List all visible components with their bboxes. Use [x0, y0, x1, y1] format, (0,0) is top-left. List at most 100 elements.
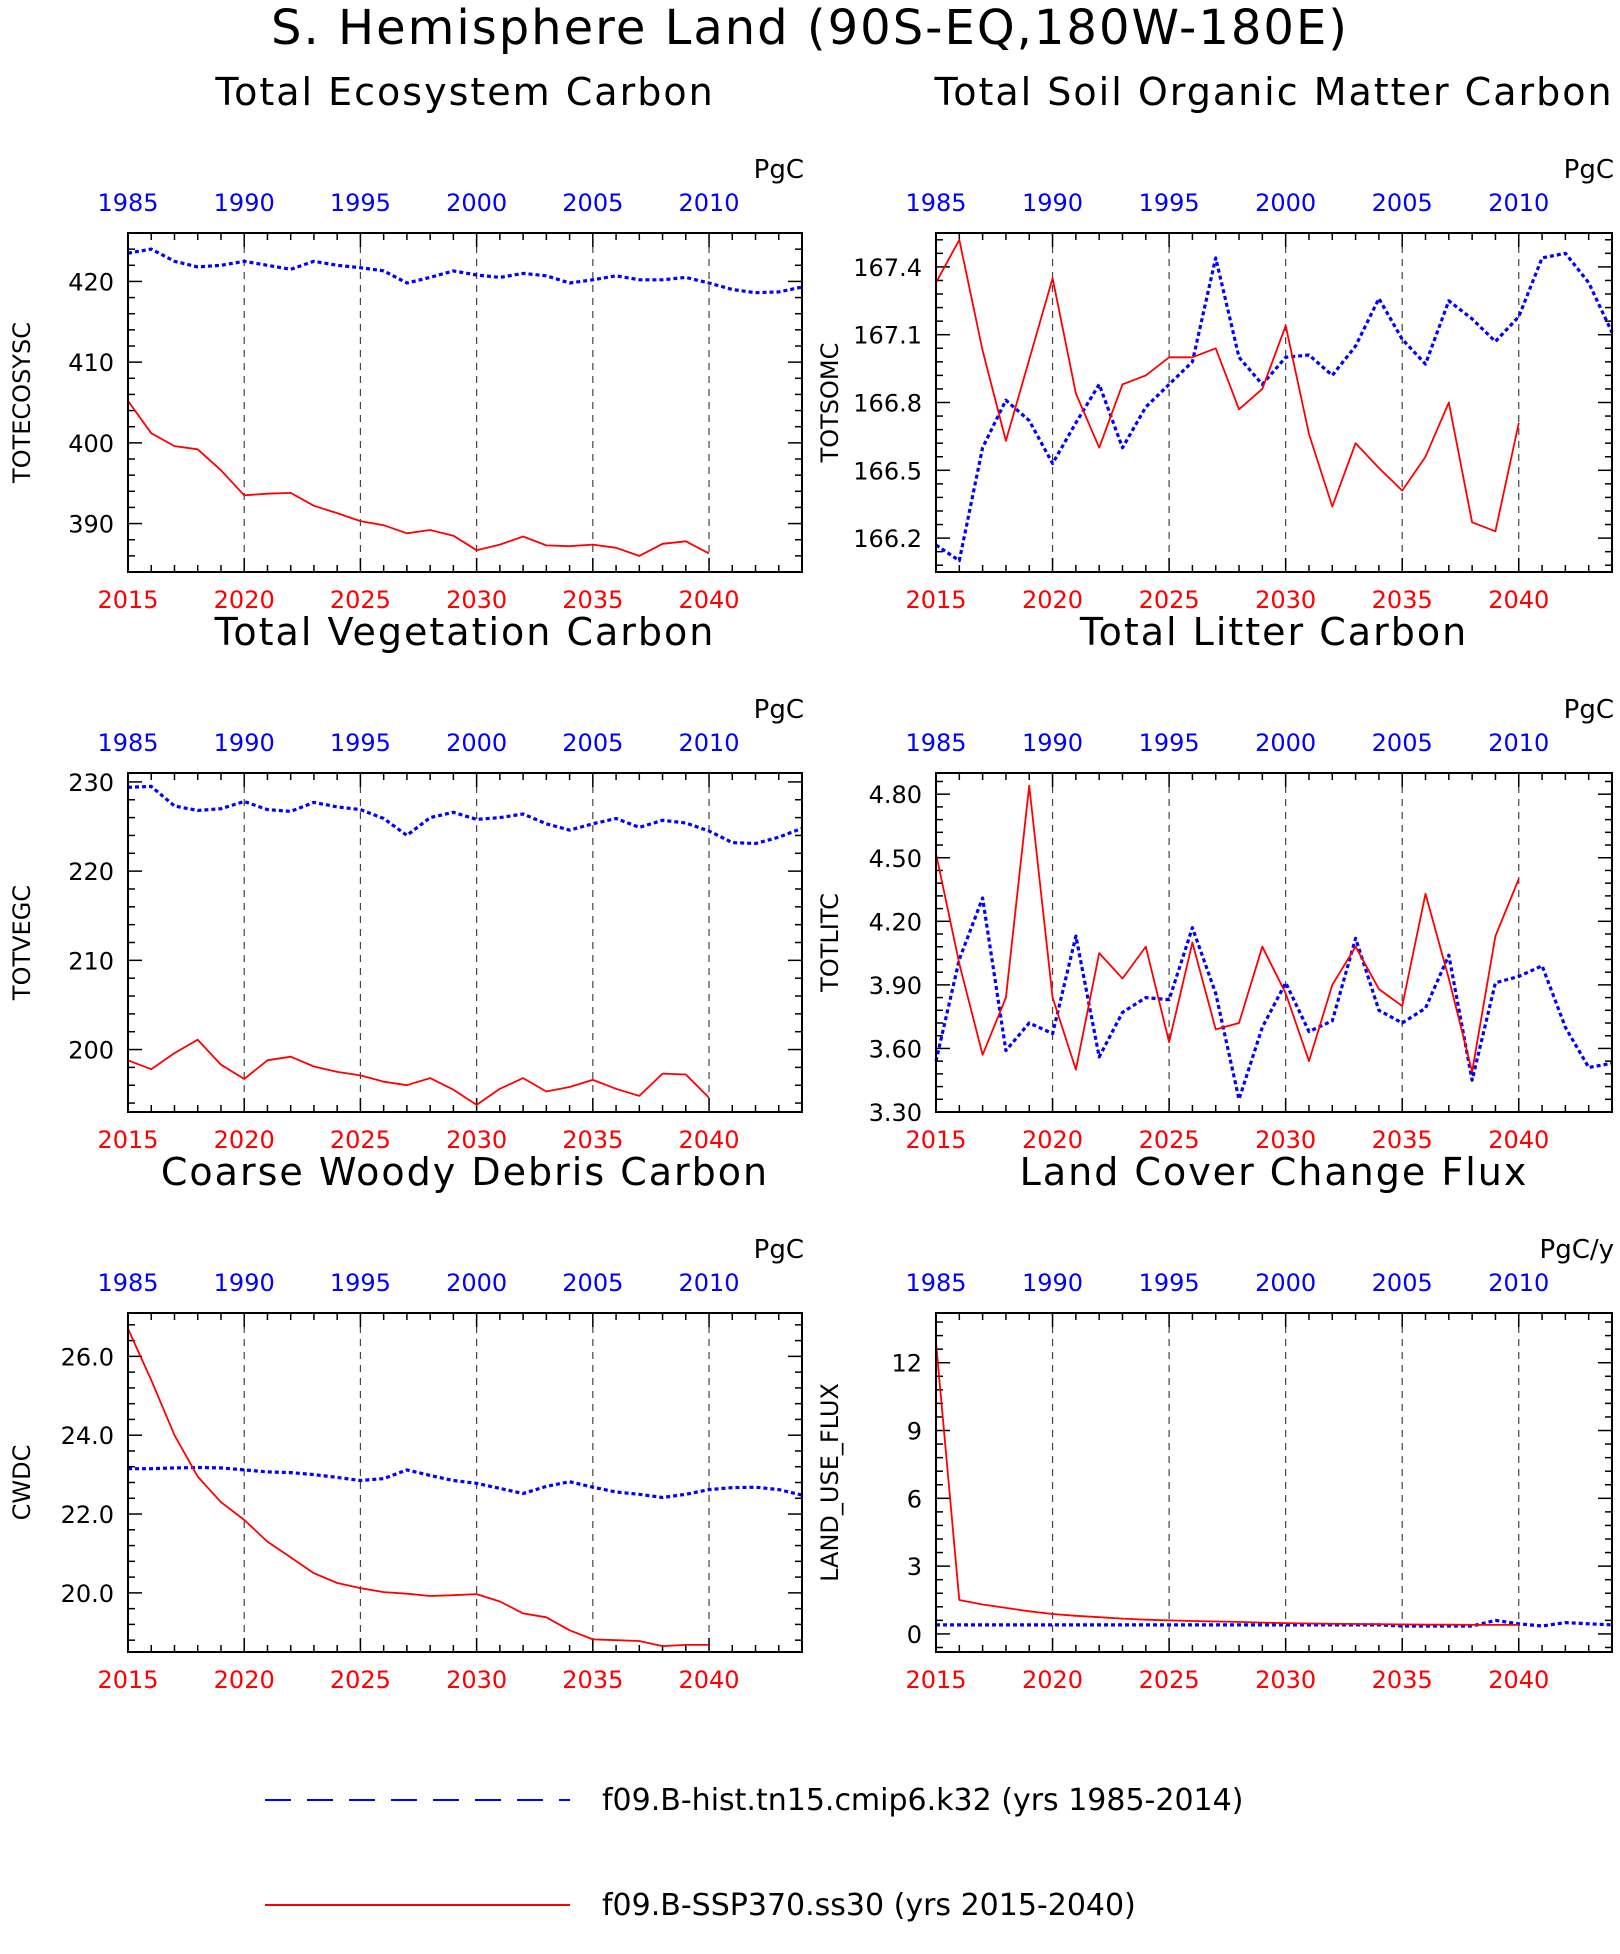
bottom-x-tick-label: 2035 [562, 586, 623, 614]
bottom-x-tick-label: 2025 [330, 1666, 391, 1694]
y-tick-label: 230 [68, 769, 114, 797]
top-x-tick-label: 2005 [1372, 1269, 1433, 1297]
bottom-x-tick-label: 2015 [905, 1126, 966, 1154]
bottom-x-tick-label: 2025 [1139, 586, 1200, 614]
bottom-x-tick-label: 2030 [1255, 586, 1316, 614]
legend: f09.B-hist.tn15.cmip6.k32 (yrs 1985-2014… [265, 1783, 1243, 1923]
top-x-tick-label: 1995 [1139, 1269, 1200, 1297]
y-tick-label: 3.30 [869, 1099, 922, 1127]
y-tick-label: 3.60 [869, 1035, 922, 1063]
top-x-tick-label: 2005 [562, 729, 623, 757]
chart-title: Land Cover Change Flux [1020, 1150, 1529, 1194]
top-x-tick-label: 2010 [678, 189, 739, 217]
hist-series-line [128, 1465, 803, 1500]
y-tick-label: 166.5 [853, 457, 922, 485]
y-axis-label: TOTLITC [816, 893, 844, 993]
bottom-x-tick-label: 2020 [1022, 1126, 1083, 1154]
y-axis-label: LAND_USE_FLUX [816, 1383, 844, 1582]
top-x-tick-label: 2010 [678, 1269, 739, 1297]
y-tick-label: 220 [68, 858, 114, 886]
y-tick-label: 4.50 [869, 845, 922, 873]
bottom-x-tick-label: 2030 [446, 1126, 507, 1154]
y-tick-label: 167.4 [853, 254, 922, 282]
bottom-x-tick-label: 2015 [905, 586, 966, 614]
top-x-tick-label: 2005 [1372, 189, 1433, 217]
bottom-x-tick-label: 2020 [1022, 1666, 1083, 1694]
ssp-series-line [935, 238, 1520, 533]
plot-frame [127, 1312, 803, 1653]
bottom-x-tick-label: 2020 [214, 586, 275, 614]
top-x-tick-label: 1985 [905, 729, 966, 757]
bottom-x-tick-label: 2040 [678, 586, 739, 614]
y-tick-label: 20.0 [61, 1580, 114, 1608]
bottom-x-tick-label: 2040 [678, 1126, 739, 1154]
y-axis-label: TOTVEGC [8, 885, 36, 1001]
bottom-x-tick-label: 2020 [214, 1126, 275, 1154]
top-x-tick-label: 1985 [97, 1269, 158, 1297]
legend-item: f09.B-hist.tn15.cmip6.k32 (yrs 1985-2014… [265, 1783, 1243, 1818]
units-label: PgC [1564, 155, 1614, 185]
y-axis-label: TOTSOMC [816, 343, 844, 464]
bottom-x-tick-label: 2020 [1022, 586, 1083, 614]
y-tick-label: 4.20 [869, 908, 922, 936]
chart-panel: Total Vegetation Carbon PgC TOTVEGC 2015 202… [8, 610, 804, 1154]
top-x-tick-label: 1990 [1022, 729, 1083, 757]
plot-frame [935, 772, 1613, 1113]
y-tick-label: 6 [907, 1485, 922, 1513]
top-x-tick-label: 1985 [97, 729, 158, 757]
top-x-tick-label: 2005 [1372, 729, 1433, 757]
hist-series-line [935, 251, 1614, 563]
y-tick-label: 400 [68, 430, 114, 458]
plot-frame [935, 1312, 1613, 1653]
hist-series-line [936, 1618, 1613, 1628]
bottom-x-tick-label: 2035 [1372, 586, 1433, 614]
y-tick-label: 390 [68, 511, 114, 539]
bottom-x-tick-label: 2025 [330, 586, 391, 614]
bottom-x-tick-label: 2040 [1488, 586, 1549, 614]
top-x-tick-label: 1985 [97, 189, 158, 217]
plot-frame [935, 232, 1613, 573]
top-x-tick-label: 1990 [214, 189, 275, 217]
y-tick-label: 26.0 [61, 1343, 114, 1371]
bottom-x-tick-label: 2030 [1255, 1666, 1316, 1694]
top-x-tick-label: 2000 [1255, 189, 1316, 217]
bottom-x-tick-label: 2035 [1372, 1666, 1433, 1694]
chart-title: Total Ecosystem Carbon [214, 70, 714, 114]
ssp-series-line [127, 400, 710, 557]
chart-panel: Total Ecosystem Carbon PgC TOTECOSYSC 2015 2… [8, 70, 804, 614]
legend-label: f09.B-hist.tn15.cmip6.k32 (yrs 1985-2014… [602, 1783, 1243, 1818]
bottom-x-tick-label: 2035 [1372, 1126, 1433, 1154]
y-tick-label: 0 [907, 1621, 922, 1649]
top-x-tick-label: 1985 [905, 1269, 966, 1297]
y-axis-label: TOTECOSYSC [8, 322, 36, 484]
top-x-tick-label: 2000 [446, 729, 507, 757]
chart-panel: Land Cover Change Flux PgC/y LAND_USE_FLUX… [816, 1150, 1614, 1694]
top-x-tick-label: 2000 [1255, 729, 1316, 757]
top-x-tick-label: 1990 [1022, 1269, 1083, 1297]
top-x-tick-label: 2010 [1488, 729, 1549, 757]
top-x-tick-label: 1995 [330, 1269, 391, 1297]
bottom-x-tick-label: 2015 [97, 1666, 158, 1694]
y-tick-label: 3.90 [869, 972, 922, 1000]
bottom-x-tick-label: 2040 [1488, 1126, 1549, 1154]
y-tick-label: 200 [68, 1037, 114, 1065]
chart-title: Coarse Woody Debris Carbon [161, 1150, 769, 1194]
top-x-tick-label: 1995 [1139, 729, 1200, 757]
ssp-series-line [127, 1038, 710, 1106]
top-x-tick-label: 2000 [1255, 1269, 1316, 1297]
page-title: S. Hemisphere Land (90S-EQ,180W-180E) [271, 0, 1349, 56]
units-label: PgC/y [1540, 1235, 1614, 1265]
bottom-x-tick-label: 2015 [97, 586, 158, 614]
bottom-x-tick-label: 2030 [1255, 1126, 1316, 1154]
units-label: PgC [1564, 695, 1614, 725]
chart-title: Total Vegetation Carbon [214, 610, 716, 654]
bottom-x-tick-label: 2025 [1139, 1126, 1200, 1154]
hist-series-line [127, 784, 803, 846]
y-tick-label: 3 [907, 1553, 922, 1581]
bottom-x-tick-label: 2015 [97, 1126, 158, 1154]
y-tick-label: 12 [891, 1350, 922, 1378]
bottom-x-tick-label: 2040 [1488, 1666, 1549, 1694]
y-tick-label: 210 [68, 947, 114, 975]
bottom-x-tick-label: 2030 [446, 586, 507, 614]
